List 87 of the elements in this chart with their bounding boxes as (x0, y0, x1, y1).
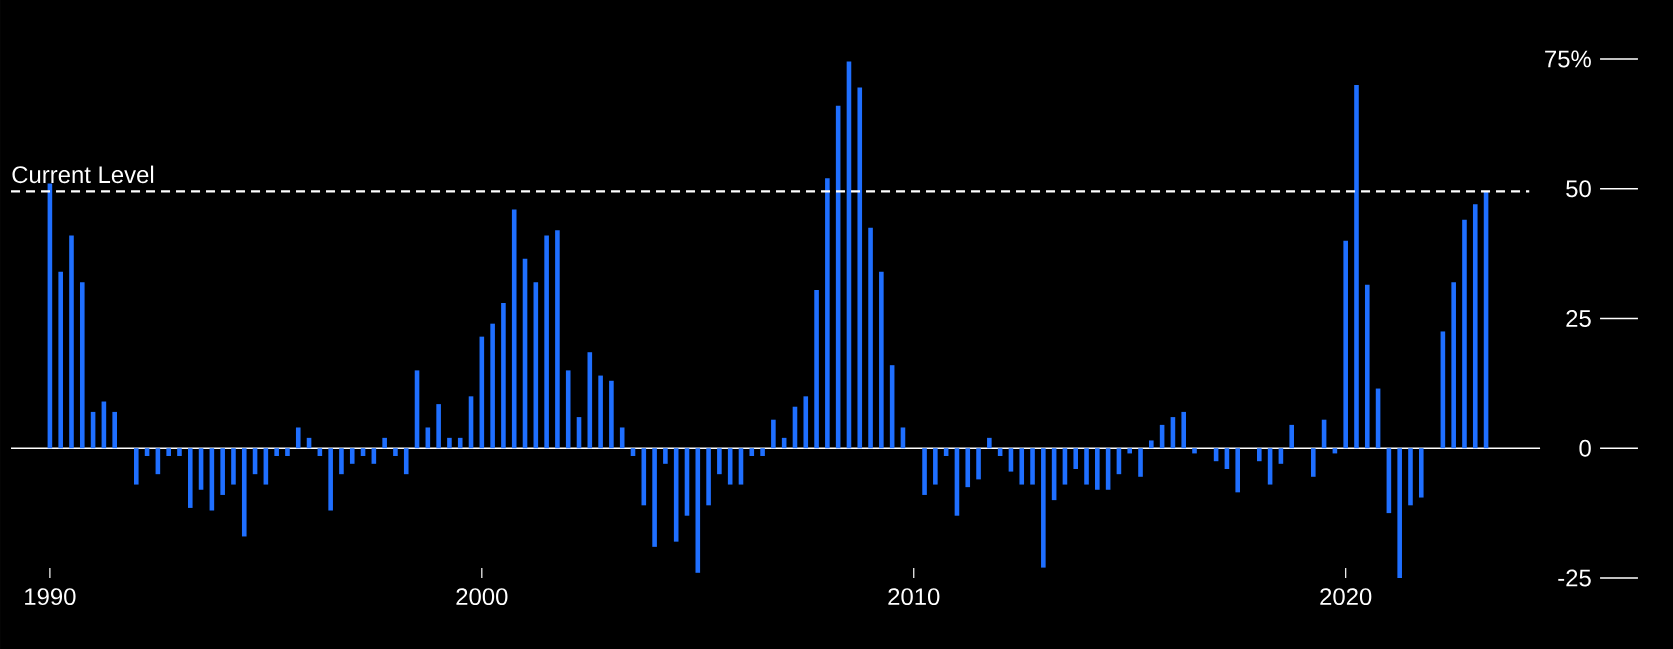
y-tick-label: 25 (1566, 310, 1591, 327)
bar (879, 271, 884, 449)
bar (1310, 448, 1316, 477)
bar (1073, 448, 1079, 469)
bar (1462, 219, 1467, 449)
bar (922, 448, 927, 495)
bar (749, 448, 755, 457)
bar (1343, 240, 1348, 449)
bar (814, 289, 819, 449)
bar (1354, 84, 1359, 449)
bar (1095, 448, 1100, 490)
bar (987, 437, 992, 449)
bar (1181, 411, 1187, 449)
bar (447, 437, 452, 449)
bar (1397, 448, 1402, 578)
bar (274, 448, 279, 457)
bar (339, 448, 344, 475)
bar (771, 419, 776, 449)
y-tick-label: 75% (1545, 50, 1591, 68)
bar (1084, 448, 1089, 485)
bar (652, 448, 657, 547)
bar (565, 370, 571, 449)
bar (1364, 284, 1370, 449)
bar (1127, 448, 1133, 454)
bar (1019, 448, 1025, 485)
bar (619, 427, 625, 449)
bar (717, 448, 722, 475)
bar (403, 448, 409, 475)
bar (609, 380, 614, 449)
bar (112, 411, 117, 449)
y-tick-label: -25 (1558, 569, 1591, 587)
bar (457, 437, 463, 449)
bar (295, 427, 301, 449)
bar (511, 209, 517, 449)
bar (1472, 204, 1478, 449)
bar (706, 448, 711, 506)
bar (1149, 440, 1154, 449)
ref-line-label: Current Level (12, 165, 154, 184)
bar (177, 448, 182, 457)
bar (1451, 282, 1456, 449)
bar (133, 448, 139, 485)
bar (857, 87, 863, 449)
bar (79, 282, 85, 449)
bar (285, 448, 290, 457)
bar (241, 448, 247, 537)
bar (1418, 448, 1424, 498)
bar (803, 396, 809, 449)
bar (641, 448, 647, 506)
bar (544, 235, 549, 449)
bar (825, 178, 830, 449)
bar (1408, 448, 1413, 506)
bar (933, 448, 938, 485)
bar (663, 448, 668, 464)
bar (1257, 448, 1262, 462)
bar (1030, 448, 1035, 485)
bar (1192, 448, 1197, 454)
x-tick-label: 2020 (1320, 588, 1372, 606)
bar (393, 448, 398, 457)
bar (69, 235, 74, 449)
bar (868, 227, 873, 449)
bar (598, 375, 603, 449)
y-tick-label: 50 (1566, 180, 1591, 198)
bar (1041, 448, 1046, 568)
bar (1008, 448, 1014, 472)
bar (328, 448, 333, 511)
bar (695, 448, 701, 573)
bar (501, 302, 506, 449)
bar (231, 448, 236, 485)
bar (220, 448, 225, 495)
bar (490, 323, 495, 449)
bar (382, 437, 387, 449)
x-tick-label: 2010 (888, 588, 940, 606)
bar (349, 448, 355, 464)
bar (187, 448, 193, 508)
bar (1235, 448, 1240, 493)
bar (760, 448, 765, 457)
bar (166, 448, 171, 457)
x-tick-label: 1990 (25, 588, 76, 606)
y-tick-label: 0 (1579, 439, 1591, 457)
bar (976, 448, 981, 480)
bar (1138, 448, 1143, 477)
x-tick-label: 2000 (456, 588, 508, 606)
bar (58, 271, 63, 449)
bar (1289, 424, 1294, 449)
bar (965, 448, 971, 488)
bar (436, 404, 441, 449)
bar (555, 230, 560, 449)
